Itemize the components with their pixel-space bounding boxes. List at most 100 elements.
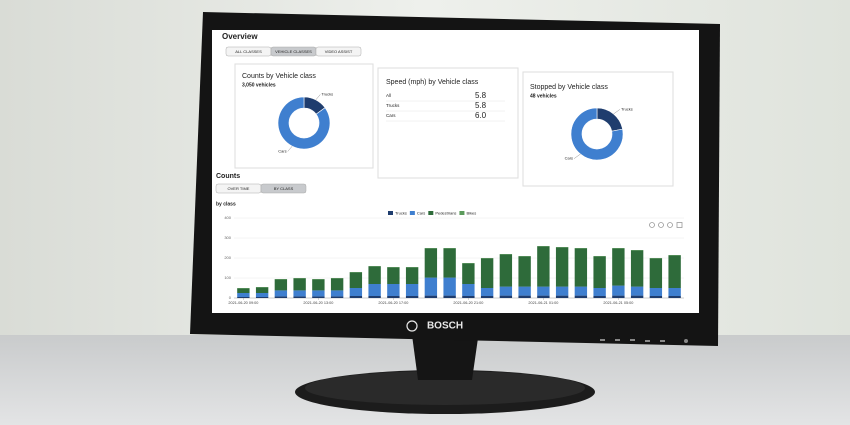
monitor-buttons <box>600 339 688 343</box>
bar-segment <box>349 272 363 288</box>
bar-segment <box>649 288 663 296</box>
bar-segment <box>349 296 363 298</box>
bar-segment <box>443 248 456 278</box>
tool-icon[interactable] <box>676 222 683 228</box>
bar-segment <box>349 288 363 296</box>
bar-segment <box>480 288 494 296</box>
button[interactable] <box>630 339 635 341</box>
bar-segment <box>574 295 588 298</box>
bar-segment <box>555 247 569 287</box>
stand-base-top <box>305 371 585 405</box>
x-tick-label: 2021-06-20 09:00 <box>228 301 258 305</box>
bar-segment <box>293 278 306 291</box>
bar-segment <box>443 295 456 298</box>
x-tick-label: 2021-06-20 21:00 <box>453 301 483 305</box>
bar-segment <box>555 286 569 296</box>
legend-swatch <box>409 211 415 215</box>
bar-segment <box>630 295 644 298</box>
chart-toolbar <box>649 222 683 228</box>
tool-icon[interactable] <box>649 222 655 228</box>
bar-segment <box>555 295 569 298</box>
bar-segment <box>574 286 588 296</box>
row-value: 5.8 <box>475 91 487 100</box>
tab-label[interactable]: BY CLASS <box>274 186 294 191</box>
tab-label[interactable]: OVER TIME <box>228 186 250 191</box>
bar-segment <box>593 256 606 288</box>
card-subtitle: 48 vehicles <box>530 93 557 99</box>
row-label: All <box>386 93 391 98</box>
tab-label[interactable]: VEHICLE CLASSES <box>275 49 312 54</box>
tab-label[interactable]: ALL CLASSES <box>235 49 262 54</box>
card-title: Speed (mph) by Vehicle class <box>386 79 479 86</box>
tab[interactable] <box>260 183 307 194</box>
bar-segment <box>424 277 438 296</box>
brand-logo: BOSCH <box>427 321 463 332</box>
bar-segment <box>424 295 438 298</box>
x-tick-label: 2021-06-21 01:00 <box>528 301 558 305</box>
bar-segment <box>387 284 400 296</box>
bar-segment <box>255 293 269 297</box>
button[interactable] <box>645 340 650 342</box>
bar-segment <box>274 296 288 298</box>
slice-label: Cars <box>565 156 573 161</box>
bar-segment <box>424 248 438 278</box>
card <box>377 67 519 179</box>
bar-segment <box>237 297 250 298</box>
bar-segment <box>574 248 588 287</box>
button[interactable] <box>615 339 620 341</box>
bar-segment <box>499 295 513 298</box>
bar-segment <box>612 285 625 296</box>
button[interactable] <box>660 340 665 342</box>
x-tick-label: 2021-06-20 13:00 <box>303 301 333 305</box>
leader-line <box>287 146 293 152</box>
bar-segment <box>237 288 250 293</box>
bar-segment <box>518 295 531 298</box>
tool-icon[interactable] <box>658 222 664 228</box>
card-subtitle: 3,050 vehicles <box>242 82 276 88</box>
bar-segment <box>237 293 250 297</box>
bar-segment <box>255 287 269 293</box>
bar-segment <box>274 290 288 297</box>
bar-segment <box>499 254 513 287</box>
brand-emblem <box>406 320 418 332</box>
leader-line <box>315 94 321 100</box>
bar-segment <box>368 284 381 296</box>
bar-segment <box>443 277 456 296</box>
bar-segment <box>649 296 663 298</box>
x-tick-label: 2021-06-21 05:00 <box>603 301 633 305</box>
slice-label: Trucks <box>321 92 333 97</box>
y-tick-label: 300 <box>224 235 231 240</box>
donut-slice <box>570 107 624 161</box>
card <box>234 63 374 169</box>
row-value: 6.0 <box>475 111 487 120</box>
bar-segment <box>330 278 344 291</box>
leader-line <box>573 153 581 159</box>
tab[interactable] <box>315 46 362 57</box>
row-label: Trucks <box>386 103 400 108</box>
bar-segment <box>405 267 419 284</box>
legend-label: Bikes <box>466 211 476 216</box>
legend-label: Pedestrians <box>435 211 456 216</box>
bar-segment <box>537 286 550 296</box>
power-button[interactable] <box>684 339 688 343</box>
bar-segment <box>480 296 494 298</box>
bar-segment <box>312 296 325 298</box>
counts-title: Counts <box>216 173 240 180</box>
bar-segment <box>593 288 606 296</box>
bar-segment <box>387 296 400 298</box>
tab-label[interactable]: VIDEO ASSIST <box>325 49 353 54</box>
legend-label: Cars <box>417 211 425 216</box>
bar-segment <box>368 266 381 284</box>
chart-subtitle: by class <box>216 201 236 207</box>
slice-label: Cars <box>278 149 286 154</box>
x-tick-label: 2021-06-20 17:00 <box>378 301 408 305</box>
tool-icon[interactable] <box>667 222 673 228</box>
button[interactable] <box>600 339 605 341</box>
row-value: 5.8 <box>475 101 487 110</box>
overview-title: Overview <box>222 32 258 41</box>
bar-segment <box>293 296 306 298</box>
card-title: Stopped by Vehicle class <box>530 84 608 91</box>
bar-segment <box>518 256 531 287</box>
